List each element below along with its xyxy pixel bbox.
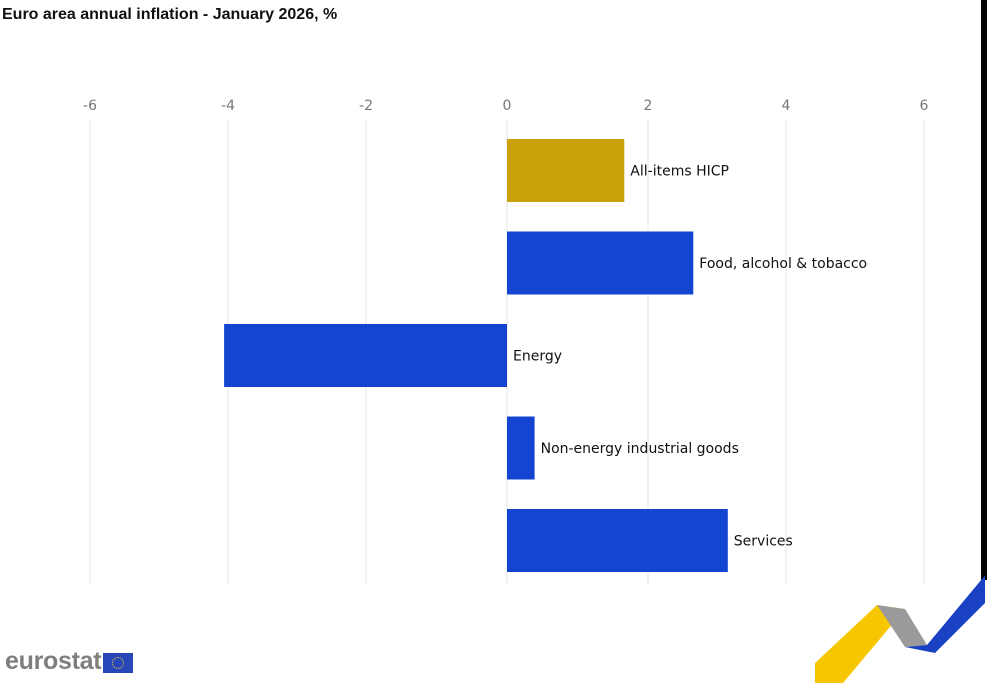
bar-category-label: All-items HICP [630, 164, 729, 180]
bar[interactable] [507, 416, 535, 480]
x-tick-label: 0 [503, 98, 512, 114]
tick-labels: -6 -4 -2 0 2 4 6 [83, 98, 929, 114]
bars [224, 139, 728, 572]
eu-flag-icon [103, 653, 134, 673]
bar-category-label: Services [734, 534, 793, 550]
x-tick-label: 4 [782, 98, 791, 114]
bar[interactable] [507, 231, 694, 295]
bar[interactable] [507, 509, 728, 572]
eurostat-logo: eurostat [5, 647, 134, 676]
eurostat-ribbon-graphic [815, 575, 985, 683]
bar-category-label: Non-energy industrial goods [541, 441, 739, 457]
logo-text: eurostat [5, 647, 102, 675]
x-tick-label: -4 [221, 98, 235, 114]
chart-title: Euro area annual inflation - January 202… [2, 6, 338, 23]
bar-category-label: Food, alcohol & tobacco [699, 256, 867, 272]
bar[interactable] [224, 324, 507, 387]
x-tick-label: 6 [920, 98, 929, 114]
x-tick-label: -2 [359, 98, 373, 114]
x-tick-label: 2 [644, 98, 653, 114]
bar[interactable] [507, 139, 625, 202]
bar-category-label: Energy [513, 349, 562, 365]
x-tick-label: -6 [83, 98, 97, 114]
bar-labels: All-items HICP Food, alcohol & tobacco Ene… [513, 164, 867, 550]
right-border [981, 0, 987, 580]
